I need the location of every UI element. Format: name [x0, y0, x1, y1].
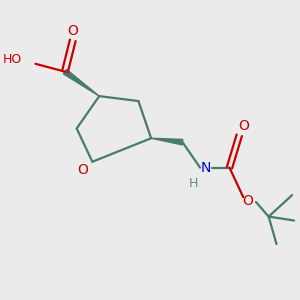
- Text: O: O: [238, 118, 249, 133]
- Text: O: O: [77, 163, 88, 177]
- Text: O: O: [67, 23, 78, 38]
- Text: HO: HO: [3, 53, 22, 66]
- Text: O: O: [243, 194, 254, 208]
- Text: N: N: [201, 160, 211, 175]
- Polygon shape: [151, 138, 183, 145]
- Text: H: H: [189, 177, 198, 190]
- Polygon shape: [63, 69, 99, 96]
